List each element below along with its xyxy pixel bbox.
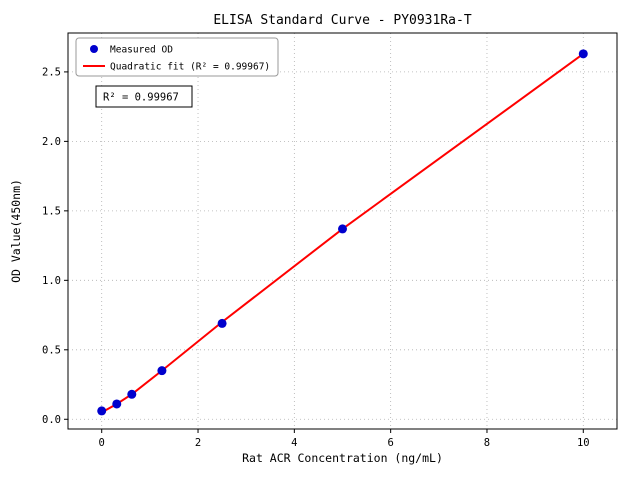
legend-label-quadratic-fit: Quadratic fit (R² = 0.99967) bbox=[110, 62, 270, 73]
y-tick-label: 0.5 bbox=[42, 344, 61, 356]
y-tick-label: 1.5 bbox=[42, 205, 61, 217]
legend: Measured OD Quadratic fit (R² = 0.99967) bbox=[75, 37, 279, 77]
y-tick-label: 2.0 bbox=[42, 136, 61, 148]
legend-marker-measured-od bbox=[90, 45, 98, 53]
data-point bbox=[157, 366, 167, 376]
x-axis-label: Rat ACR Concentration (ng/mL) bbox=[242, 451, 443, 465]
x-tick-label: 2 bbox=[195, 437, 201, 449]
data-point bbox=[338, 224, 347, 234]
y-tick-label: 0.0 bbox=[42, 414, 61, 426]
data-point bbox=[127, 389, 137, 399]
annotation-r-squared: R² = 0.99967 bbox=[95, 85, 193, 108]
plot-frame bbox=[67, 32, 618, 430]
data-point bbox=[112, 399, 122, 409]
legend-label-measured-od: Measured OD bbox=[110, 45, 173, 56]
data-point bbox=[217, 318, 227, 328]
data-point bbox=[97, 406, 107, 416]
legend-box bbox=[75, 37, 279, 77]
x-tick-label: 6 bbox=[387, 437, 393, 449]
annotation-text: R² = 0.99967 bbox=[103, 92, 179, 104]
annotation-box bbox=[95, 85, 193, 108]
x-tick-label: 4 bbox=[291, 437, 297, 449]
data-series-measured-od bbox=[97, 49, 588, 416]
x-tick-label: 8 bbox=[484, 437, 490, 449]
y-tick-label: 2.5 bbox=[42, 66, 61, 78]
x-tick-label: 0 bbox=[99, 437, 105, 449]
x-axis: 0 2 4 6 8 10 bbox=[99, 429, 590, 449]
x-tick-label: 10 bbox=[577, 437, 590, 449]
data-point bbox=[578, 49, 588, 59]
y-tick-label: 1.0 bbox=[42, 275, 61, 287]
chart-title: ELISA Standard Curve - PY0931Ra-T bbox=[213, 13, 471, 28]
y-axis: 0.0 0.5 1.0 1.5 2.0 2.5 bbox=[42, 66, 68, 426]
y-axis-label: OD Value(450nm) bbox=[9, 179, 23, 283]
